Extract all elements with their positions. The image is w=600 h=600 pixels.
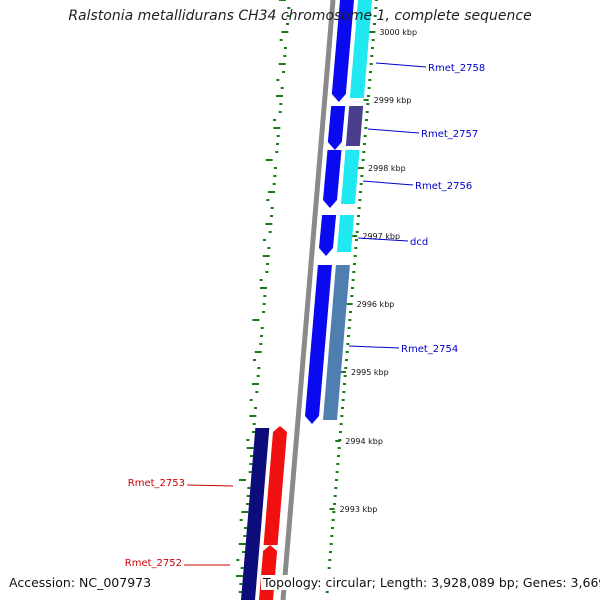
position-tick-label: 2997 kbp: [362, 232, 400, 241]
forward-orf-feature: [349, 0, 372, 98]
gc-content-ticks: [236, 0, 378, 593]
forward-cds-feature: [305, 265, 332, 424]
gene-leader-line: [367, 128, 420, 134]
gene-leader-line: [186, 484, 234, 487]
gene-label: Rmet_2752: [125, 558, 182, 569]
position-tick-label: 2996 kbp: [357, 300, 395, 309]
forward-cds-feature: [323, 150, 342, 208]
gene-label: Rmet_2754: [401, 344, 458, 355]
accession-text: Accession: NC_007973: [9, 575, 152, 590]
chromosome-backbone: [280, 0, 336, 600]
forward-cds-feature: [319, 215, 337, 256]
position-tick-label: 3000 kbp: [379, 28, 417, 37]
gene-label: Rmet_2757: [421, 129, 478, 140]
gene-leader-line: [348, 345, 400, 349]
topology-text: Topology: circular; Length: 3,928,089 bp…: [261, 575, 600, 590]
forward-cds-feature: [327, 106, 346, 150]
gene-label: dcd: [410, 237, 428, 248]
forward-orf-feature: [341, 150, 360, 204]
map-title: Ralstonia metallidurans CH34 chromosome …: [68, 8, 532, 24]
position-tick-label: 2994 kbp: [345, 437, 383, 446]
gene-features: [241, 0, 372, 600]
position-ticks: 3000 kbp 2999 kbp 2998 kbp 2997 kbp 2996 kbp…: [329, 28, 417, 514]
reverse-orf-feature: [241, 428, 270, 600]
position-tick-label: 2993 kbp: [340, 505, 378, 514]
position-tick-label: 2998 kbp: [368, 164, 406, 173]
gene-label: Rmet_2756: [415, 181, 472, 192]
gene-leader-line: [375, 62, 427, 68]
forward-orf-feature: [345, 106, 364, 146]
gene-label: Rmet_2758: [428, 63, 485, 74]
position-tick-label: 2999 kbp: [374, 96, 412, 105]
forward-cds-feature: [331, 0, 354, 102]
forward-orf-feature: [323, 265, 350, 420]
reverse-cds-feature: [259, 545, 278, 600]
gene-label: Rmet_2753: [128, 478, 185, 489]
position-tick-label: 2995 kbp: [351, 368, 389, 377]
reverse-cds-feature: [263, 426, 287, 545]
forward-orf-feature: [337, 215, 355, 252]
gene-leader-line: [357, 237, 409, 242]
gene-leader-line: [362, 180, 414, 186]
